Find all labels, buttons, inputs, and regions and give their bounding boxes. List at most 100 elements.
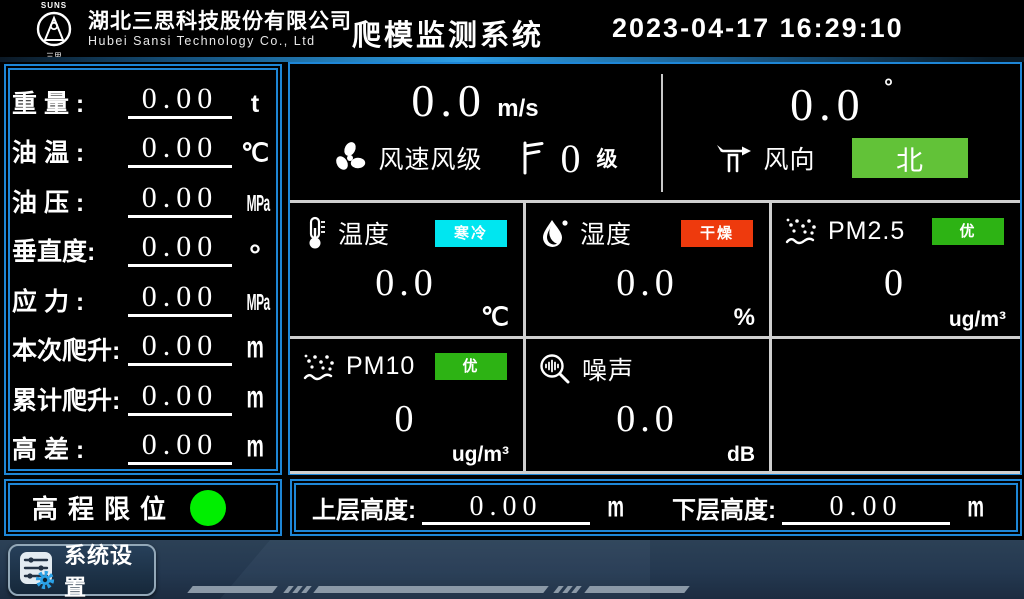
total-climb-unit: m xyxy=(246,379,264,415)
wind-direction-reading: 0.0 ° xyxy=(663,74,1020,132)
level-heights-panel: 上层高度: 0.00 m 下层高度: 0.00 m xyxy=(290,479,1022,536)
wind-direction-indicator[interactable]: 北 xyxy=(851,138,968,178)
pm25-status-badge: 优 xyxy=(932,217,1004,245)
humidity-status-badge: 干燥 xyxy=(681,219,753,247)
total-climb-value: 0.00 xyxy=(128,379,232,416)
oil-pressure-unit: MPa xyxy=(246,189,271,216)
noise-meter-icon xyxy=(540,353,570,383)
row-oil-pressure: 油 压 : 0.00 MPa xyxy=(12,171,274,218)
pm10-status-badge: 优 xyxy=(435,353,507,380)
sensor-cell-noise: 噪声 0.0 dB xyxy=(526,338,769,471)
company-logo: SUNS 三思 湖北三思科技股份有限公司 Hubei Sansi Technol… xyxy=(26,2,352,61)
current-climb-value: 0.00 xyxy=(128,329,232,367)
taskbar-decorative-stripes xyxy=(187,586,690,593)
oil-pressure-label: 油 压 : xyxy=(12,188,85,217)
noise-unit: dB xyxy=(727,443,755,466)
wind-direction-value: 0.0 xyxy=(790,79,866,130)
wind-direction-caption: 风向 北 xyxy=(663,132,1020,184)
wind-level-value: 0 xyxy=(560,135,581,181)
oil-temperature-label: 油 温 : xyxy=(12,139,85,168)
datetime-display: 2023-04-17 16:29:10 xyxy=(612,13,904,43)
current-climb-label: 本次爬升: xyxy=(12,337,121,366)
wind-speed-block: 0.0 m/s 风速风级 xyxy=(290,64,660,200)
wind-direction-block: 0.0 ° 风向 北 xyxy=(663,64,1020,200)
temperature-value: 0.0 xyxy=(375,262,438,304)
weight-label: 重 量 : xyxy=(12,90,85,118)
stress-value: 0.00 xyxy=(128,280,232,317)
wind-speed-unit: m/s xyxy=(497,95,539,122)
header-divider xyxy=(0,57,1024,62)
settings-sliders-gear-icon xyxy=(20,552,55,590)
row-current-climb: 本次爬升: 0.00 m xyxy=(12,319,274,367)
wind-section-divider xyxy=(661,74,663,192)
environment-panel: 0.0 m/s 风速风级 xyxy=(288,62,1022,475)
row-verticality: 垂直度: 0.00 ° xyxy=(12,220,274,273)
oil-temperature-unit: ℃ xyxy=(240,139,270,168)
logo-sansi-text: 三思 xyxy=(26,53,82,61)
wind-speed-value: 0.0 xyxy=(411,75,487,126)
pm10-value: 0 xyxy=(394,397,419,440)
row-height-difference: 高 差 : 0.00 m xyxy=(12,418,274,465)
row-stress: 应 力 : 0.00 MPa xyxy=(12,270,274,317)
pm10-unit: ug/m³ xyxy=(451,443,509,466)
weight-value: 0.00 xyxy=(128,82,232,119)
temperature-status-badge: 寒冷 xyxy=(435,219,507,247)
upper-height-value: 0.00 xyxy=(422,492,590,525)
sensor-cell-temperature: 温度 寒冷 0.0 ℃ xyxy=(290,203,523,336)
humidity-unit: % xyxy=(733,303,755,331)
wind-speed-caption: 风速风级 0 级 xyxy=(290,132,660,184)
lower-height-value: 0.00 xyxy=(782,492,950,525)
humidity-value: 0.0 xyxy=(616,262,679,304)
system-settings-button[interactable]: 系统设置 xyxy=(8,543,156,599)
sensor-cell-pm10: PM10 优 0 ug/m³ xyxy=(290,338,523,471)
row-oil-temperature: 油 温 : 0.00 ℃ xyxy=(12,121,274,169)
verticality-unit: ° xyxy=(249,239,261,273)
total-climb-label: 累计爬升: xyxy=(12,386,121,415)
elevation-limit-status-lamp xyxy=(190,489,227,526)
droplet-icon xyxy=(543,220,568,247)
elevation-limit-label: 高程限位 xyxy=(32,494,177,524)
sansi-logo-icon xyxy=(36,11,72,47)
wind-speed-label: 风速风级 xyxy=(378,146,483,174)
settings-button-label: 系统设置 xyxy=(64,543,134,599)
taskbar: 系统设置 xyxy=(0,540,1024,599)
fan-icon xyxy=(336,142,366,170)
row-weight: 重 量 : 0.00 t xyxy=(12,72,274,119)
height-difference-label: 高 差 : xyxy=(12,435,85,464)
wind-level-flag-icon xyxy=(523,141,543,175)
logo-badge: SUNS 三思 xyxy=(26,2,82,61)
lower-height-unit: m xyxy=(967,490,985,524)
sensor-grid: 温度 寒冷 0.0 ℃ 湿度 干燥 0.0 % xyxy=(290,200,1020,474)
upper-height-label: 上层高度: xyxy=(312,497,416,524)
pm25-unit: ug/m³ xyxy=(948,307,1006,331)
sensor-cell-empty xyxy=(772,338,1020,471)
company-name-cn: 湖北三思科技股份有限公司 xyxy=(88,9,352,33)
dust-particles-icon xyxy=(785,218,816,245)
oil-pressure-value: 0.00 xyxy=(128,181,232,218)
pm25-value: 0 xyxy=(884,262,908,304)
current-climb-unit: m xyxy=(246,329,264,365)
upper-height-unit: m xyxy=(607,490,625,524)
wind-vane-icon xyxy=(717,145,752,173)
height-difference-value: 0.00 xyxy=(128,428,232,465)
height-difference-unit: m xyxy=(246,428,264,464)
elevation-limit-panel: 高程限位 xyxy=(4,479,282,536)
weight-unit: t xyxy=(250,90,260,118)
wind-direction-label: 风向 xyxy=(763,146,816,174)
company-name: 湖北三思科技股份有限公司 Hubei Sansi Technology Co.,… xyxy=(88,10,352,49)
pm10-label: PM10 xyxy=(346,352,416,380)
lower-height-label: 下层高度: xyxy=(672,497,776,524)
wind-speed-reading: 0.0 m/s xyxy=(290,74,660,132)
verticality-value: 0.00 xyxy=(128,230,232,268)
noise-label: 噪声 xyxy=(582,356,635,385)
temperature-unit: ℃ xyxy=(480,302,509,331)
row-total-climb: 累计爬升: 0.00 m xyxy=(12,369,274,416)
humidity-label: 湿度 xyxy=(580,221,633,249)
company-name-en: Hubei Sansi Technology Co., Ltd xyxy=(88,33,316,48)
stress-unit: MPa xyxy=(246,288,271,315)
sensor-cell-pm25: PM2.5 优 0 ug/m³ xyxy=(772,203,1020,336)
noise-value: 0.0 xyxy=(616,397,679,440)
measurements-panel: 重 量 : 0.00 t 油 温 : 0.00 ℃ 油 压 : 0.00 MPa… xyxy=(4,64,282,475)
wind-direction-unit: ° xyxy=(884,74,893,99)
